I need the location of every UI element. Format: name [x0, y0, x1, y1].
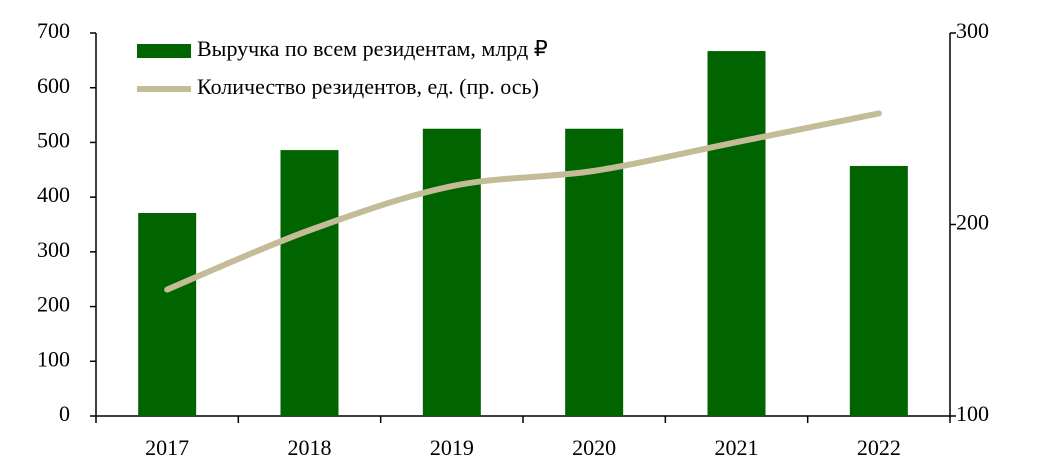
y2-tick-label: 300	[956, 18, 989, 43]
legend-label: Выручка по всем резидентам, млрд ₽	[197, 36, 548, 61]
y2-tick-label: 200	[956, 210, 989, 235]
legend-label: Количество резидентов, ед. (пр. ось)	[197, 74, 539, 99]
y-tick-label: 100	[37, 346, 70, 371]
legend-swatch	[137, 44, 191, 58]
bar	[565, 128, 624, 416]
y-tick-label: 0	[59, 401, 70, 426]
bar	[422, 128, 481, 416]
y-tick-label: 300	[37, 237, 70, 262]
x-tick-label: 2022	[857, 435, 901, 460]
bar	[707, 51, 766, 416]
line	[164, 110, 882, 293]
y-tick-label: 700	[37, 18, 70, 43]
bar	[280, 150, 339, 417]
y2-tick-label: 100	[956, 401, 989, 426]
x-tick-label: 2021	[715, 435, 759, 460]
x-tick-label: 2017	[145, 435, 189, 460]
x-tick-label: 2020	[572, 435, 616, 460]
y-tick-label: 200	[37, 292, 70, 317]
x-tick-label: 2018	[288, 435, 332, 460]
y-tick-label: 500	[37, 127, 70, 152]
y-tick-label: 600	[37, 73, 70, 98]
y-tick-label: 400	[37, 182, 70, 207]
x-tick-label: 2019	[430, 435, 474, 460]
bar	[138, 213, 197, 416]
bar	[849, 165, 908, 416]
